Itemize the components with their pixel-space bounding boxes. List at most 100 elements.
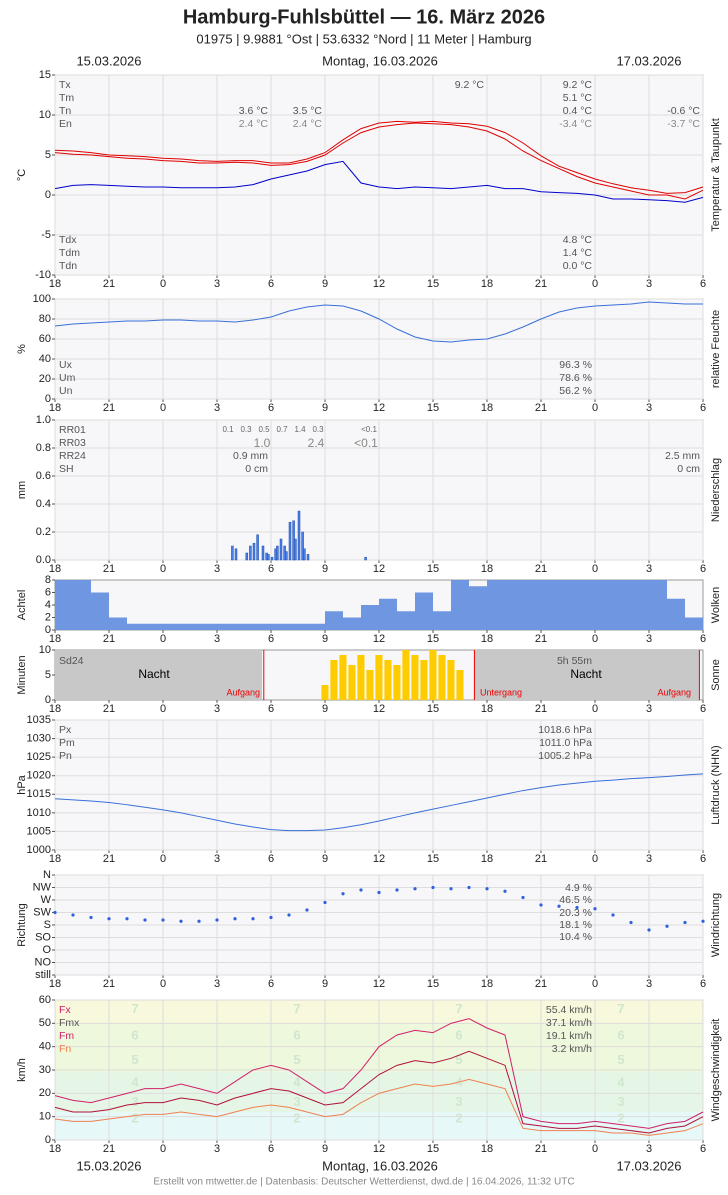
x-tick-label: 21: [535, 633, 547, 645]
x-tick-label: 0: [160, 402, 166, 414]
x-tick-label: 3: [214, 978, 220, 990]
direction-dot: [593, 907, 597, 911]
x-tick-label: 21: [103, 853, 115, 865]
footer: Erstellt von mtwetter.de | Datenbasis: D…: [153, 1177, 574, 1188]
y-tick-label: 0: [45, 393, 51, 405]
cloud-bar: [343, 617, 361, 630]
direction-dot: [125, 917, 129, 921]
x-tick-label: 6: [268, 853, 274, 865]
cloud-bar: [631, 580, 649, 630]
annotation: 96.3 %: [559, 359, 592, 371]
direction-dot: [107, 917, 111, 921]
cloud-bar: [145, 623, 163, 630]
y-tick-label: NO: [35, 956, 52, 968]
y-tick-label: 8: [45, 574, 51, 586]
cloud-bar: [361, 605, 379, 630]
cloud-bar: [595, 580, 613, 630]
x-tick-label: 3: [214, 563, 220, 575]
cloud-bar: [487, 580, 505, 630]
x-tick-label: 12: [373, 402, 385, 414]
y-tick-label: 1010: [27, 807, 51, 819]
x-tick-label: 21: [103, 703, 115, 715]
x-tick-label: 0: [160, 1143, 166, 1155]
y-tick-label: 10: [39, 1111, 51, 1123]
y-tick-label: 20: [39, 373, 51, 385]
x-tick-label: 0: [160, 278, 166, 290]
annotation: 10.4 %: [559, 931, 592, 943]
y-tick-label: 2: [45, 611, 51, 623]
direction-dot: [179, 919, 183, 923]
annotation: 0.1: [222, 425, 234, 434]
cloud-bar: [505, 580, 523, 630]
annotation: Fmx: [59, 1017, 80, 1029]
y-tick-label: 6: [45, 586, 51, 598]
y-tick-label: 5: [45, 669, 51, 681]
y-axis-label: °C: [16, 169, 28, 181]
cloud-bar: [55, 580, 73, 630]
direction-dot: [683, 920, 687, 925]
cloud-bar: [127, 623, 145, 630]
cloud-bar: [433, 611, 451, 630]
panel-label: Windrichtung: [710, 893, 722, 957]
annotation: 56.2 %: [559, 385, 592, 397]
y-tick-label: 15: [39, 69, 51, 81]
series-line: [54, 120, 704, 194]
x-tick-label: 3: [646, 703, 652, 715]
beaufort-label: 7: [131, 1001, 138, 1016]
x-tick-label: 3: [646, 402, 652, 414]
x-tick-label: 0: [160, 563, 166, 575]
y-axis-label: Achtel: [16, 590, 28, 621]
y-tick-label: 50: [39, 1017, 51, 1029]
beaufort-label: 2: [131, 1110, 138, 1125]
panel-label: Niederschlag: [710, 458, 722, 522]
direction-dot: [287, 913, 291, 917]
direction-dot: [665, 924, 669, 928]
annotation: 5h 55m: [557, 655, 592, 667]
x-tick-label: 18: [481, 563, 493, 575]
x-tick-label: 0: [592, 563, 598, 575]
panel-label: relative Feuchte: [710, 310, 722, 388]
y-tick-label: NW: [33, 881, 52, 893]
y-tick-label: 40: [39, 353, 51, 365]
y-tick-label: 0: [45, 189, 51, 201]
x-tick-label: 6: [268, 402, 274, 414]
panel-label: Windgeschwindigkeit: [710, 1019, 722, 1122]
annotation: 78.6 %: [559, 372, 592, 384]
cloud-bar: [415, 592, 433, 630]
direction-dot: [521, 895, 525, 900]
date-label: 15.03.2026: [76, 53, 141, 68]
x-tick-label: 12: [373, 633, 385, 645]
title: Hamburg-Fuhlsbüttel — 16. März 2026: [183, 6, 545, 28]
x-tick-label: 18: [49, 402, 61, 414]
x-tick-label: 15: [427, 853, 439, 865]
x-tick-label: 9: [322, 1143, 328, 1155]
y-tick-label: 0: [45, 624, 51, 636]
direction-dot: [71, 913, 75, 917]
annotation: Tm: [59, 92, 74, 104]
cloud-bar: [523, 580, 541, 630]
annotation: Untergang: [480, 687, 522, 697]
y-tick-label: 100: [33, 293, 51, 305]
x-tick-label: 21: [535, 1143, 547, 1155]
x-tick-label: 15: [427, 703, 439, 715]
beaufort-label: 7: [293, 1001, 300, 1016]
y-tick-label: S: [44, 919, 51, 931]
subtitle: 01975 | 9.9881 °Ost | 53.6332 °Nord | 11…: [196, 31, 531, 46]
annotation: 20.3 %: [559, 907, 592, 919]
y-tick-label: 30: [39, 1064, 51, 1076]
x-tick-label: 9: [322, 278, 328, 290]
cloud-bar: [559, 580, 577, 630]
beaufort-label: 4: [293, 1074, 301, 1089]
direction-dot: [215, 918, 219, 922]
x-tick-label: 18: [481, 278, 493, 290]
y-tick-label: 1015: [27, 788, 51, 800]
x-tick-label: 3: [646, 633, 652, 645]
x-tick-label: 9: [322, 633, 328, 645]
annotation: Ux: [59, 359, 73, 371]
x-tick-label: 3: [646, 563, 652, 575]
direction-dot: [413, 887, 417, 891]
x-tick-label: 21: [535, 402, 547, 414]
x-tick-label: 18: [49, 978, 61, 990]
annotation: 5.1 °C: [563, 92, 593, 104]
